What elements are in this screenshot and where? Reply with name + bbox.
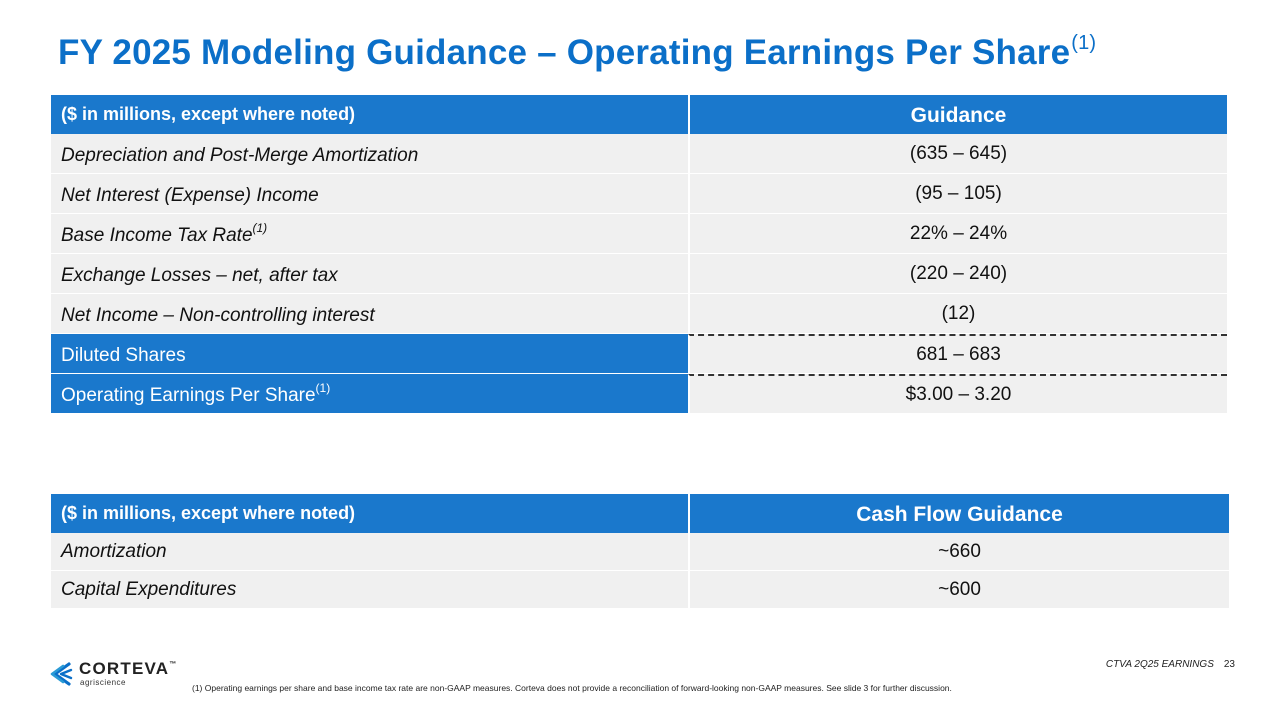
table-header-label: ($ in millions, except where noted) [51, 95, 688, 134]
table-row: Net Interest (Expense) Income (95 – 105) [51, 174, 1227, 214]
table-row: Base Income Tax Rate(1) 22% – 24% [51, 214, 1227, 254]
page-title-footnote-marker: (1) [1071, 32, 1097, 54]
row-label: Depreciation and Post-Merge Amortization [51, 134, 688, 174]
table-row: Depreciation and Post-Merge Amortization… [51, 134, 1227, 174]
row-value: 681 – 683 [688, 334, 1227, 374]
table-row: Capital Expenditures ~600 [51, 571, 1229, 609]
page-title: FY 2025 Modeling Guidance – Operating Ea… [58, 32, 1096, 73]
guidance-table: ($ in millions, except where noted) Guid… [51, 95, 1227, 414]
table-row-operating-eps: Operating Earnings Per Share(1) $3.00 – … [51, 374, 1227, 414]
page-number: 23 [1223, 659, 1235, 670]
row-label: Net Interest (Expense) Income [51, 174, 688, 214]
table-row: Amortization ~660 [51, 533, 1229, 571]
footer-label: CTVA 2Q25 EARNINGS [1105, 659, 1214, 670]
row-value: (95 – 105) [688, 174, 1227, 214]
row-value: (635 – 645) [688, 134, 1227, 174]
logo-wordmark: CORTEVA™ [79, 659, 177, 678]
logo-subtitle: agriscience [80, 678, 126, 687]
corteva-logo: CORTEVA™ agriscience [47, 658, 187, 690]
table-header-cash-flow: Cash Flow Guidance [688, 494, 1229, 533]
cash-flow-table: ($ in millions, except where noted) Cash… [51, 494, 1229, 609]
table-row: Net Income – Non-controlling interest (1… [51, 294, 1227, 334]
row-label: Diluted Shares [51, 334, 688, 374]
table-header-label: ($ in millions, except where noted) [51, 494, 688, 533]
row-label: Net Income – Non-controlling interest [51, 294, 688, 334]
row-value: ~660 [688, 533, 1229, 571]
table-row: Exchange Losses – net, after tax (220 – … [51, 254, 1227, 294]
table-header-guidance: Guidance [688, 95, 1227, 134]
row-label: Capital Expenditures [51, 571, 688, 609]
row-label: Amortization [51, 533, 688, 571]
row-label: Base Income Tax Rate(1) [51, 214, 688, 254]
row-value: (12) [688, 294, 1227, 334]
row-label: Exchange Losses – net, after tax [51, 254, 688, 294]
table-row-diluted-shares: Diluted Shares 681 – 683 [51, 334, 1227, 374]
table-header-row: ($ in millions, except where noted) Cash… [51, 494, 1229, 533]
table-header-row: ($ in millions, except where noted) Guid… [51, 95, 1227, 134]
page-title-text: FY 2025 Modeling Guidance – Operating Ea… [58, 33, 1071, 72]
footer-page-info: CTVA 2Q25 EARNINGS 23 [1106, 659, 1235, 670]
row-value: $3.00 – 3.20 [688, 374, 1227, 414]
footnote: (1) Operating earnings per share and bas… [192, 683, 952, 693]
row-value: ~600 [688, 571, 1229, 609]
row-label: Operating Earnings Per Share(1) [51, 374, 688, 414]
row-value: 22% – 24% [688, 214, 1227, 254]
corteva-logo-icon [50, 662, 73, 686]
row-value: (220 – 240) [688, 254, 1227, 294]
